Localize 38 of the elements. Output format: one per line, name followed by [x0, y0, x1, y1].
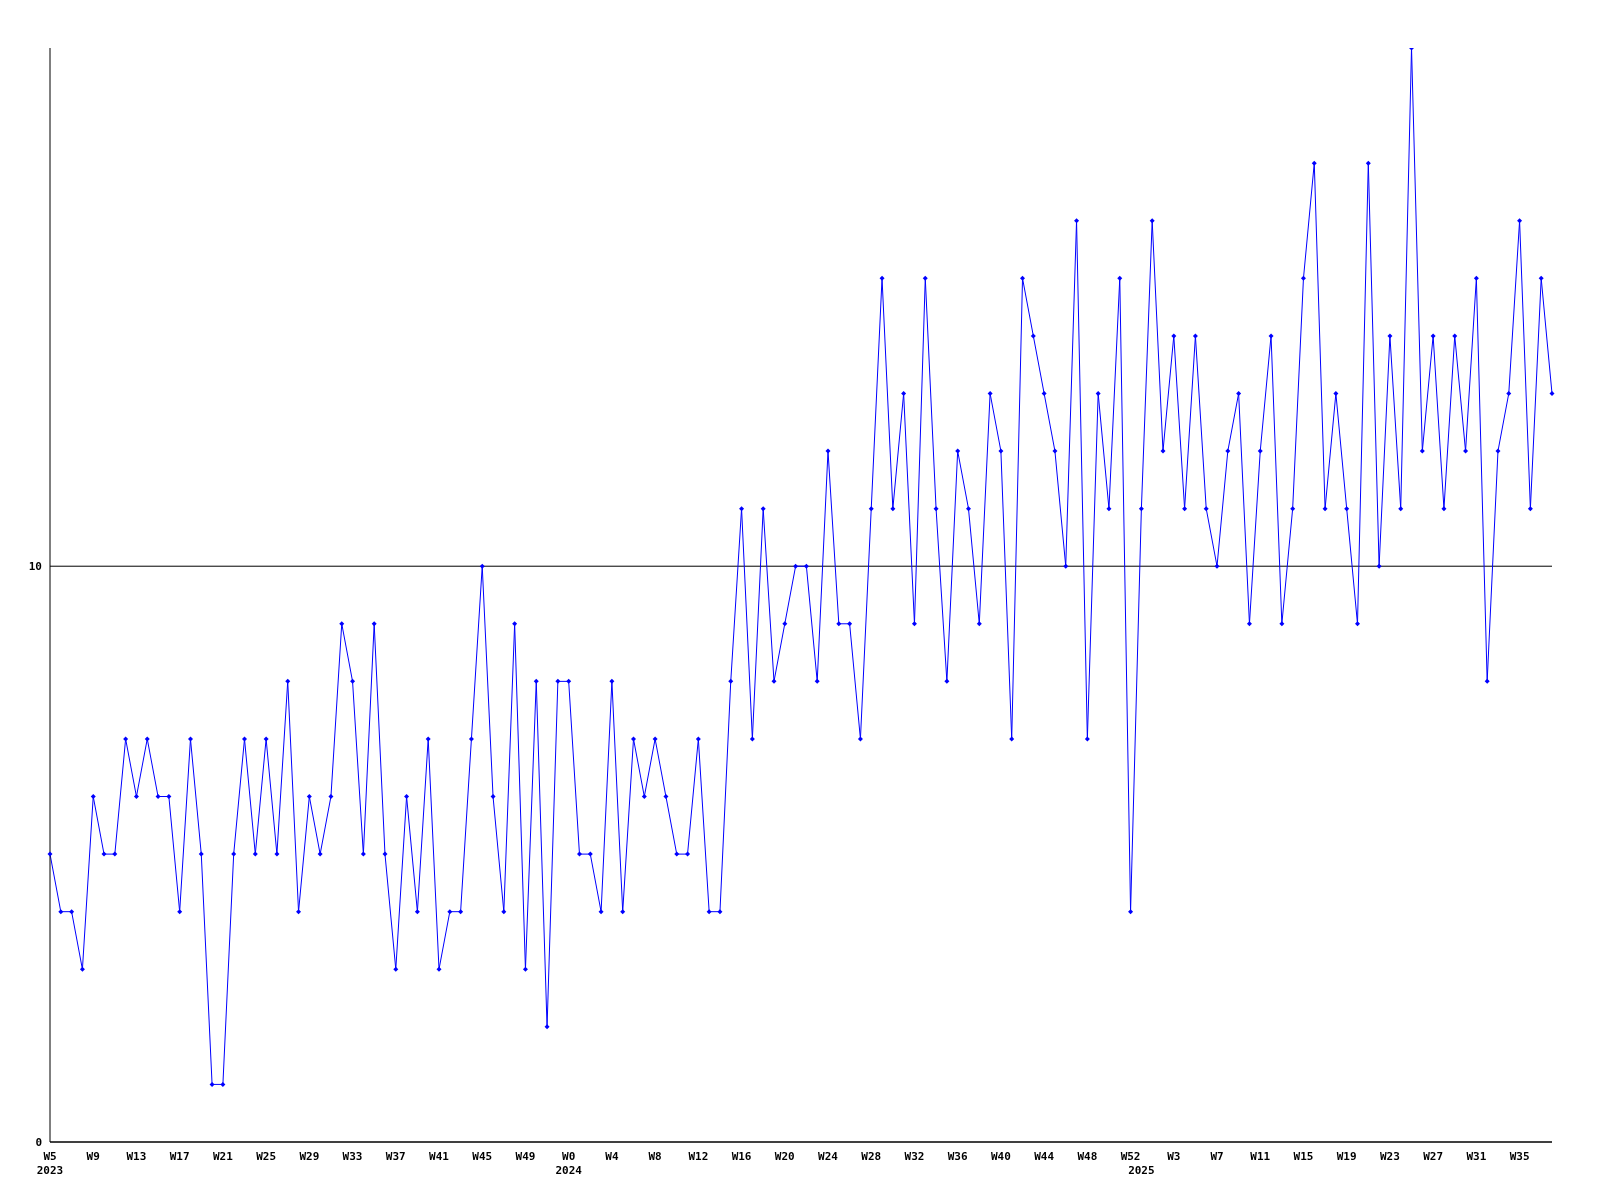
x-tick-label: W12 [688, 1150, 709, 1163]
y-tick-label: 0 [35, 1135, 42, 1149]
x-tick-label: W4 [605, 1150, 619, 1163]
x-tick-label: W36 [947, 1150, 968, 1163]
x-tick-label: W45 [472, 1150, 493, 1163]
x-tick-label: W17 [169, 1150, 190, 1163]
x-tick-label: W49 [515, 1150, 536, 1163]
x-tick-label: W24 [818, 1150, 839, 1163]
x-tick-label: W13 [126, 1150, 147, 1163]
x-tick-label: W52 [1120, 1150, 1141, 1163]
x-tick-label: W3 [1167, 1150, 1181, 1163]
x-tick-label: W37 [385, 1150, 406, 1163]
x-tick-label: W32 [904, 1150, 925, 1163]
x-tick-label: W48 [1077, 1150, 1098, 1163]
x-tick-label: W16 [731, 1150, 752, 1163]
x-tick-label: W21 [212, 1150, 234, 1163]
x-tick-label: W19 [1336, 1150, 1357, 1163]
x-tick-label: W7 [1210, 1150, 1224, 1163]
x-tick-label: W5 2023 [36, 1150, 64, 1177]
x-tick-label: W20 [774, 1150, 795, 1163]
y-tick-label: 10 [28, 560, 42, 574]
x-tick-label: W0 2024 [555, 1150, 583, 1177]
x-tick-label: W11 [1250, 1150, 1271, 1163]
x-tick-label: W33 [342, 1150, 363, 1163]
x-tick-label: 2025 [1128, 1164, 1155, 1177]
x-tick-label: W23 [1379, 1150, 1400, 1163]
x-tick-label: W28 [861, 1150, 882, 1163]
x-tick-label: W31 [1466, 1150, 1487, 1163]
x-tick-label: W44 [1034, 1150, 1055, 1163]
x-tick-label: W27 [1423, 1150, 1444, 1163]
x-tick-label: W25 [256, 1150, 277, 1163]
x-tick-label: W8 [648, 1150, 662, 1163]
x-tick-label: W15 [1293, 1150, 1314, 1163]
x-tick-label: W40 [990, 1150, 1011, 1163]
x-tick-label: W35 [1509, 1150, 1530, 1163]
x-tick-label: W9 [86, 1150, 100, 1163]
x-tick-label: W41 [429, 1150, 450, 1163]
x-tick-label: W29 [299, 1150, 320, 1163]
